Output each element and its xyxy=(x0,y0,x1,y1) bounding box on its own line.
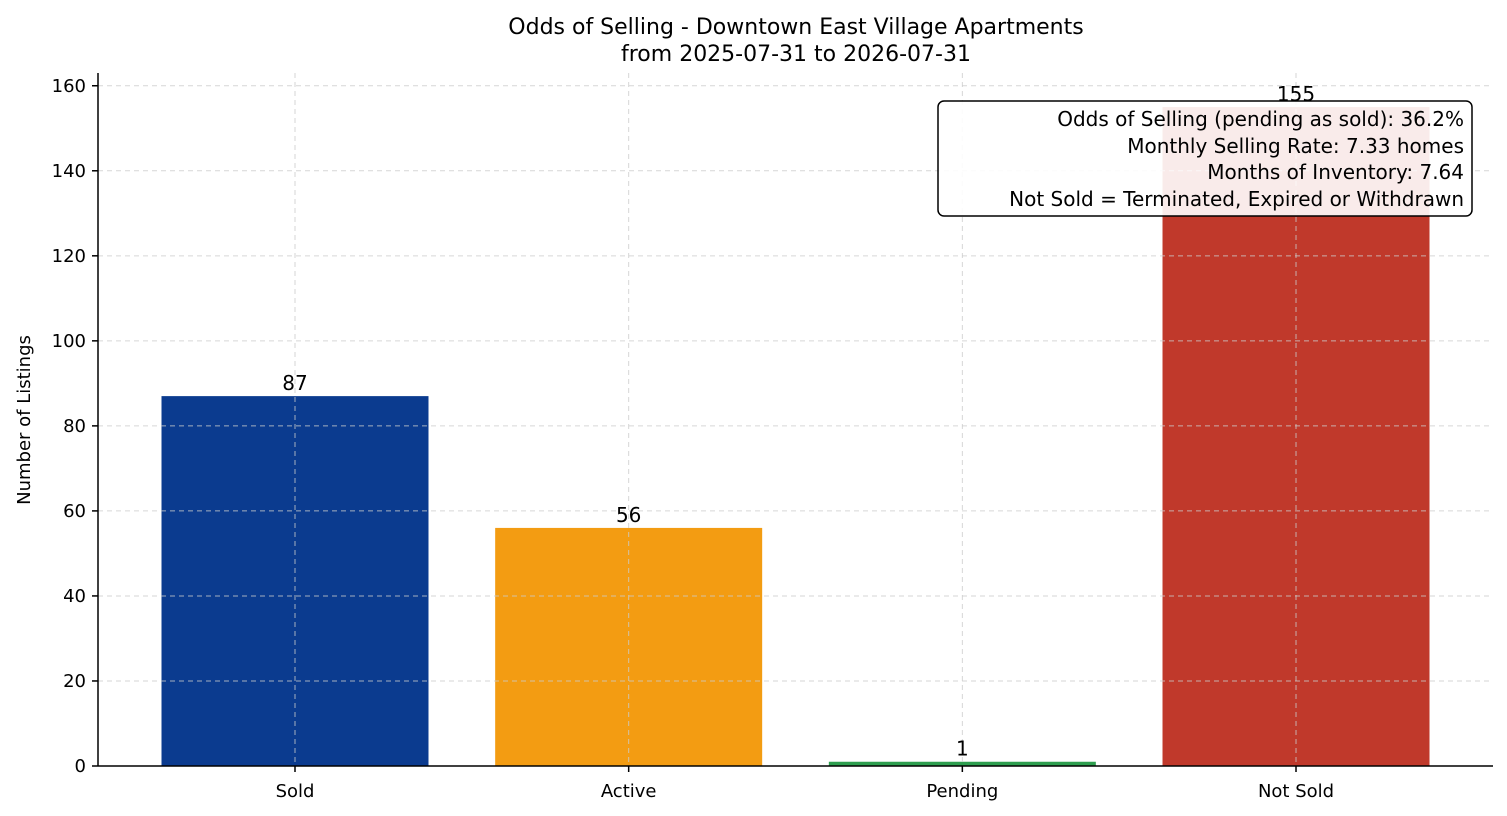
bar-value-label: 1 xyxy=(956,737,969,761)
y-tick-label: 20 xyxy=(63,671,86,692)
bar-active xyxy=(495,527,763,766)
y-tick-label: 0 xyxy=(75,756,86,777)
info-line-rate: Monthly Selling Rate: 7.33 homes xyxy=(1127,134,1464,158)
x-tick-label: Sold xyxy=(276,781,315,802)
y-tick-label: 40 xyxy=(63,586,86,607)
x-tick-label: Active xyxy=(601,781,657,802)
chart-title: Odds of Selling - Downtown East Village … xyxy=(508,15,1083,40)
y-tick-label: 140 xyxy=(52,161,86,182)
info-box-frame xyxy=(937,100,1473,217)
bar-value-label: 87 xyxy=(282,371,307,395)
tick-labels: 0 20 40 60 80 100 120 140 160 Sold Active Pending No… xyxy=(52,76,1334,802)
chart-subtitle: from 2025-07-31 to 2026-07-31 xyxy=(621,42,971,67)
y-tick-label: 120 xyxy=(52,246,86,267)
bars xyxy=(161,107,1430,766)
bar-value-label: 56 xyxy=(616,503,641,527)
y-axis-label: Number of Listings xyxy=(14,335,35,505)
x-tick-label: Not Sold xyxy=(1258,781,1334,802)
axes xyxy=(97,73,1493,767)
info-line-not-sold-def: Not Sold = Terminated, Expired or Withdr… xyxy=(1009,187,1464,211)
y-tick-label: 60 xyxy=(63,501,86,522)
y-tick-label: 80 xyxy=(63,416,86,437)
info-line-odds: Odds of Selling (pending as sold): 36.2% xyxy=(1057,107,1464,131)
info-line-inventory: Months of Inventory: 7.64 xyxy=(1207,160,1464,184)
y-tick-label: 160 xyxy=(52,76,86,97)
y-tick-label: 100 xyxy=(52,331,86,352)
bar-pending xyxy=(828,761,1096,766)
info-box: Odds of Selling (pending as sold): 36.2%… xyxy=(937,100,1473,217)
x-tick-label: Pending xyxy=(926,781,998,802)
